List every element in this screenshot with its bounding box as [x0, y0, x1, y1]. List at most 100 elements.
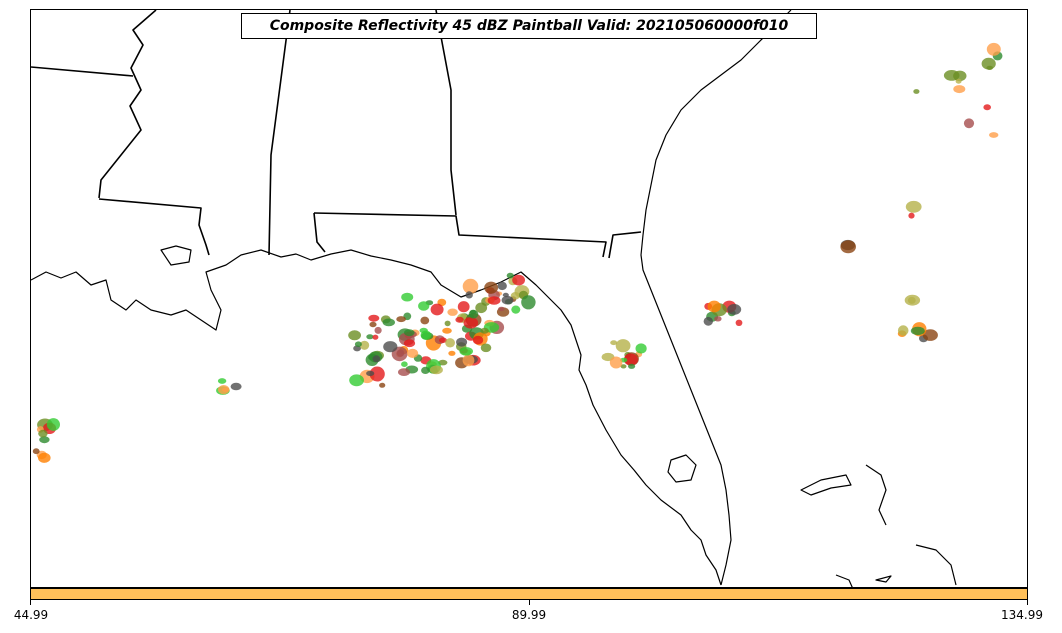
- paintball-blob: [714, 316, 722, 322]
- colorbar-tick-middle: [529, 600, 530, 605]
- paintball-blob: [487, 296, 501, 305]
- lake-pontchartrain: [160, 245, 192, 266]
- paintball-blob: [457, 301, 470, 313]
- paintball-blob: [511, 305, 521, 314]
- cuba-coast-west: [835, 574, 853, 587]
- paintball-blob: [221, 387, 230, 393]
- paintball-blob: [480, 327, 489, 334]
- paintball-blob: [372, 334, 379, 340]
- paintball-blob: [354, 341, 362, 348]
- paintball-blob: [497, 281, 507, 291]
- colorbar-tick-label-middle: 89.99: [511, 608, 547, 622]
- paintball-blob: [707, 300, 721, 313]
- paintball-blob: [38, 452, 51, 463]
- paintball-blob: [456, 337, 468, 347]
- paintball-blob: [420, 330, 432, 340]
- paintball-blob: [510, 292, 520, 300]
- paintball-blob: [401, 292, 414, 302]
- la-ms-boundary: [98, 198, 210, 256]
- paintball-blob: [610, 340, 618, 346]
- paintball-blob: [953, 85, 966, 94]
- paintball-blob: [703, 316, 713, 326]
- andros-island: [865, 464, 887, 526]
- paintball-blob: [418, 301, 430, 311]
- paintball-blob: [908, 212, 915, 219]
- paintball-blob: [445, 338, 455, 348]
- paintball-blob: [447, 308, 458, 316]
- paintball-blob: [840, 240, 856, 254]
- ms-al-boundary: [268, 10, 291, 256]
- paintball-blob: [374, 326, 382, 334]
- paintball-blob: [459, 347, 474, 356]
- paintball-blob: [403, 339, 416, 348]
- paintball-blob: [407, 348, 419, 358]
- paintball-blob: [420, 316, 430, 325]
- al-ga-boundary: [435, 10, 457, 216]
- paintball-blob: [430, 303, 444, 316]
- paintball-blob: [46, 418, 60, 431]
- paintball-blob: [609, 356, 623, 369]
- paintball-blob: [359, 340, 370, 350]
- colorbar-tick-right: [1027, 600, 1028, 605]
- lake-okeechobee: [667, 454, 697, 483]
- paintball-blob: [498, 306, 505, 312]
- paintball-blob: [623, 353, 639, 366]
- paintball-blob: [963, 118, 975, 129]
- paintball-blob: [372, 355, 381, 363]
- paintball-blob: [735, 319, 743, 326]
- paintball-blob: [401, 361, 408, 368]
- paintball-blob: [512, 274, 525, 286]
- paintball-blob: [905, 200, 922, 213]
- paintball-blob: [989, 132, 999, 138]
- paintball-blob: [349, 374, 364, 387]
- paintball-blob: [455, 316, 464, 323]
- fl-al-boundary: [313, 212, 607, 258]
- paintball-blob: [468, 309, 479, 319]
- paintball-blob: [506, 272, 514, 279]
- paintball-blob: [521, 295, 536, 310]
- colorbar-tick-label-right: 134.99: [1001, 608, 1043, 622]
- paintball-blob: [396, 316, 406, 323]
- paintball-layer: [32, 42, 1003, 463]
- paintball-blob: [38, 429, 48, 438]
- paintball-blob: [429, 365, 443, 375]
- map-panel: [30, 9, 1028, 588]
- paintball-blob: [484, 281, 498, 294]
- paintball-blob: [910, 326, 925, 336]
- colorbar-tick-label-left: 44.99: [13, 608, 49, 622]
- paintball-blob: [438, 359, 448, 366]
- paintball-blob: [501, 295, 514, 305]
- map-canvas: [31, 10, 1003, 587]
- coastline: [31, 10, 957, 587]
- colorbar: [30, 588, 1028, 600]
- paintball-blob: [379, 382, 386, 388]
- state-boundaries: [31, 10, 642, 259]
- paintball-blob: [421, 366, 430, 374]
- paintball-blob: [366, 334, 374, 340]
- paintball-blob: [448, 350, 456, 356]
- cuba-coast: [915, 544, 957, 586]
- paintball-blob: [472, 335, 484, 345]
- paintball-blob: [39, 436, 50, 444]
- paintball-blob: [955, 78, 962, 84]
- paintball-blob: [635, 343, 647, 354]
- gulf-coast: [31, 249, 722, 586]
- paintball-blob: [348, 330, 361, 341]
- paintball-blob: [404, 329, 415, 337]
- paintball-blob: [369, 321, 377, 328]
- paintball-blob: [32, 448, 40, 455]
- ga-fl-boundary: [608, 231, 642, 259]
- atlantic-coast: [640, 10, 792, 586]
- paintball-blob: [462, 278, 479, 294]
- paintball-blob: [366, 370, 375, 377]
- paintball-blob: [462, 354, 475, 367]
- paintball-blob: [382, 318, 395, 327]
- bahamas-island: [800, 474, 852, 496]
- paintball-blob: [480, 343, 492, 353]
- paintball-blob: [442, 327, 452, 334]
- paintball-blob: [439, 337, 447, 344]
- paintball-blob: [615, 339, 631, 353]
- paintball-blob: [475, 302, 488, 314]
- paintball-blob: [922, 329, 938, 341]
- paintball-blob: [983, 104, 991, 111]
